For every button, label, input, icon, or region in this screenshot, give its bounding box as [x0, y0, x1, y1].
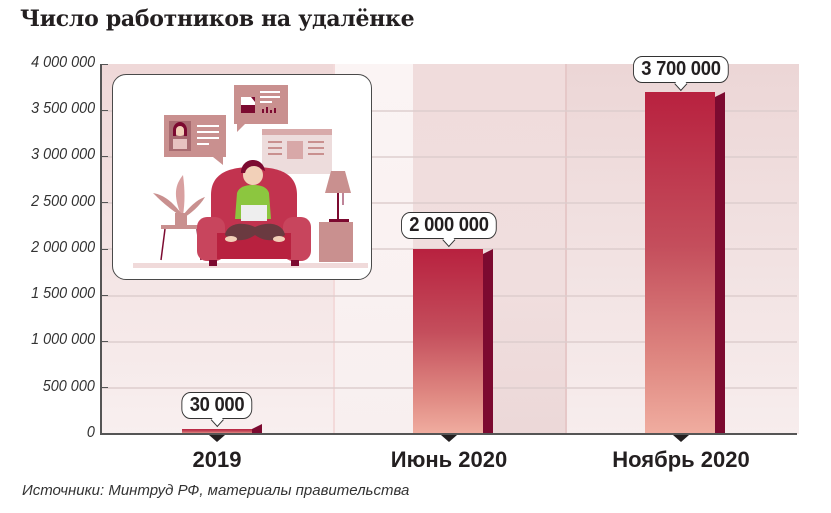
y-tick	[102, 110, 108, 111]
y-tick-label: 1 500 000	[30, 285, 95, 302]
remote-worker-illustration	[112, 74, 372, 280]
bar-2019-side	[252, 424, 262, 434]
source-note: Источники: Минтруд РФ, материалы правите…	[22, 482, 410, 499]
y-tick-label: 2 500 000	[30, 193, 95, 210]
gridline	[102, 110, 797, 112]
y-tick	[102, 156, 108, 157]
value-label-november-2020: 3 700 000	[633, 56, 729, 83]
y-tick	[102, 202, 108, 203]
bar-november-2020-side	[715, 92, 725, 434]
y-tick-label: 1 000 000	[30, 331, 95, 348]
x-label-november-2020: Ноябрь 2020	[612, 447, 750, 472]
chart-title: Число работников на удалёнке	[20, 6, 415, 32]
y-tick	[102, 64, 108, 65]
x-label-2019: 2019	[192, 447, 242, 472]
x-marker-icon	[209, 435, 225, 442]
y-tick-label: 3 500 000	[30, 100, 95, 117]
bar-june-2020-side	[483, 249, 493, 434]
y-tick	[102, 295, 108, 296]
plot-area	[102, 64, 799, 434]
y-tick	[102, 249, 108, 250]
y-tick-label: 0	[86, 424, 95, 441]
x-label-june-2020: Июнь 2020	[390, 447, 508, 472]
bar-november-2020	[645, 92, 715, 434]
gridline	[102, 202, 797, 204]
x-marker-icon	[673, 435, 689, 442]
remote-worker-on-sofa-icon	[133, 85, 368, 268]
value-label-2019: 30 000	[181, 392, 253, 419]
y-tick-label: 3 000 000	[30, 146, 95, 163]
bar-2019	[182, 429, 252, 434]
x-axis	[100, 433, 797, 435]
y-tick	[102, 341, 108, 342]
y-tick-label: 4 000 000	[30, 54, 95, 71]
bar-june-2020	[413, 249, 483, 434]
y-axis	[100, 64, 102, 435]
y-tick-label: 500 000	[42, 378, 95, 395]
gridline	[102, 156, 797, 158]
y-tick-label: 2 000 000	[30, 239, 95, 256]
y-tick	[102, 387, 108, 388]
value-label-june-2020: 2 000 000	[401, 212, 497, 239]
x-marker-icon	[441, 435, 457, 442]
